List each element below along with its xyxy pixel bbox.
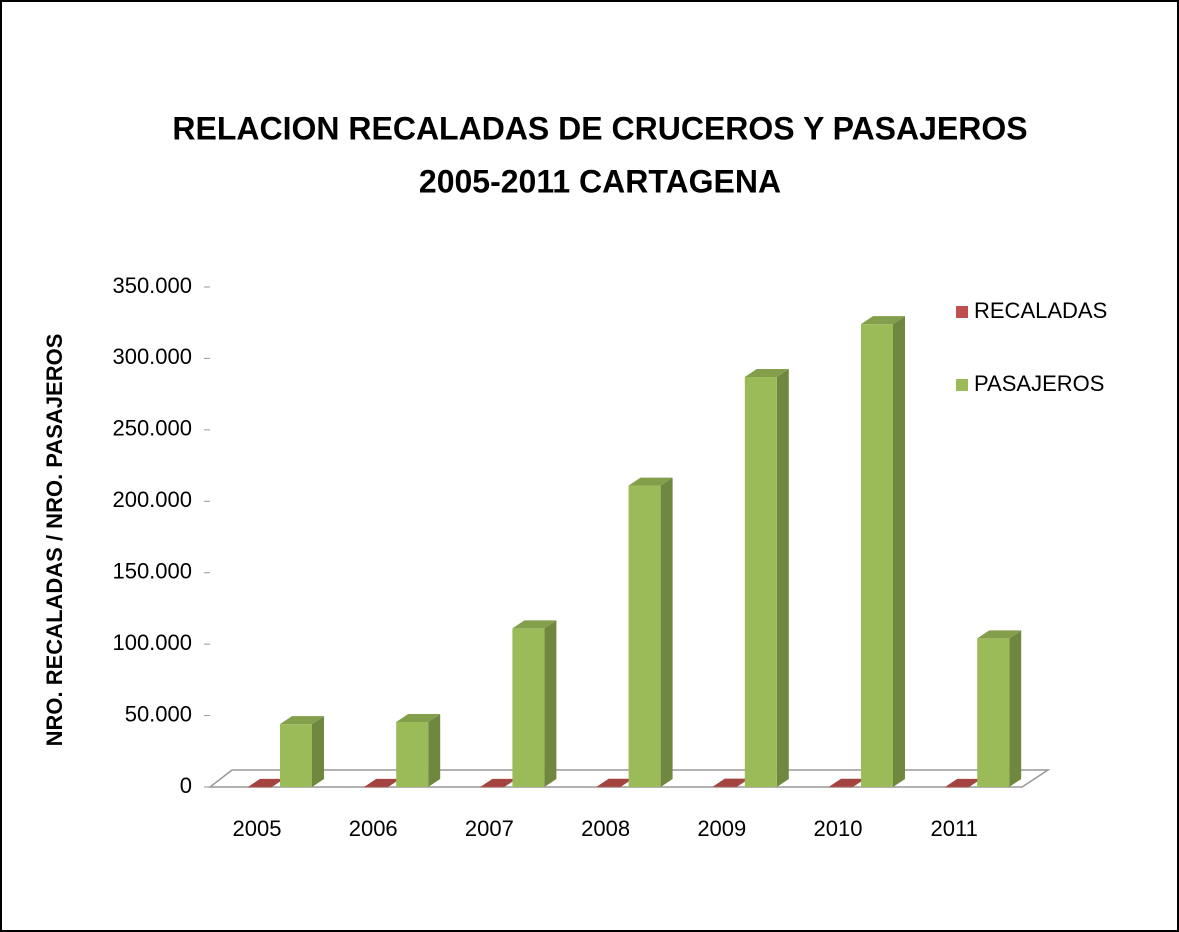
bar-top	[596, 778, 633, 787]
bar	[712, 786, 737, 788]
bar-top	[480, 778, 517, 787]
bar-top	[280, 716, 324, 725]
bar	[396, 722, 429, 787]
x-tick-label: 2011	[931, 816, 978, 841]
bar	[977, 638, 1010, 787]
bar-side	[544, 620, 557, 787]
bar-top	[861, 316, 905, 325]
y-tick-label: 250.000	[112, 416, 192, 441]
bar	[280, 724, 312, 787]
bar-side	[428, 714, 441, 787]
bar-side	[776, 369, 789, 787]
x-tick-label: 2005	[233, 816, 282, 841]
bar-top	[364, 778, 401, 787]
y-tick-label: 150.000	[112, 559, 192, 584]
y-tick-label: 300.000	[112, 344, 192, 369]
bar-top	[744, 369, 789, 377]
bar	[364, 786, 389, 788]
bar-top	[248, 778, 284, 787]
x-tick-label: 2006	[349, 816, 398, 841]
bar-top	[628, 477, 673, 486]
x-tick-label: 2008	[581, 816, 630, 841]
y-tick-label: 0	[180, 773, 192, 798]
chart-title: RELACION RECALADAS DE CRUCEROS Y PASAJER…	[172, 110, 1027, 146]
y-tick-label: 100.000	[112, 630, 192, 655]
bar	[861, 324, 893, 787]
bar-side	[660, 477, 673, 787]
legend-label: RECALADAS	[974, 298, 1107, 323]
bar-side	[1009, 630, 1022, 787]
bar	[628, 485, 661, 787]
x-tick-label: 2009	[697, 816, 746, 841]
bar-top	[977, 630, 1022, 639]
bar	[512, 628, 545, 787]
bar-top	[512, 620, 557, 629]
x-tick-label: 2010	[814, 816, 863, 841]
x-tick-label: 2007	[465, 816, 514, 841]
y-tick-label: 200.000	[112, 487, 192, 512]
bar-top	[829, 778, 865, 787]
bar-top	[396, 714, 441, 722]
bar	[248, 786, 272, 788]
legend-swatch	[956, 379, 968, 391]
bar-side	[893, 316, 905, 787]
bar	[596, 786, 621, 788]
bar	[480, 786, 505, 788]
bar-top	[945, 778, 982, 787]
y-axis-label: NRO. RECALADAS / NRO. PASAJEROS	[42, 334, 67, 747]
y-tick-label: 50.000	[125, 701, 192, 726]
bar	[945, 786, 970, 788]
bar	[829, 786, 853, 788]
legend-swatch	[956, 306, 968, 318]
bar	[744, 377, 777, 787]
bar-side	[312, 716, 324, 787]
bar-top	[712, 778, 749, 787]
chart-title: 2005-2011 CARTAGENA	[419, 163, 781, 199]
y-tick-label: 350.000	[112, 273, 192, 298]
legend-label: PASAJEROS	[974, 371, 1104, 396]
